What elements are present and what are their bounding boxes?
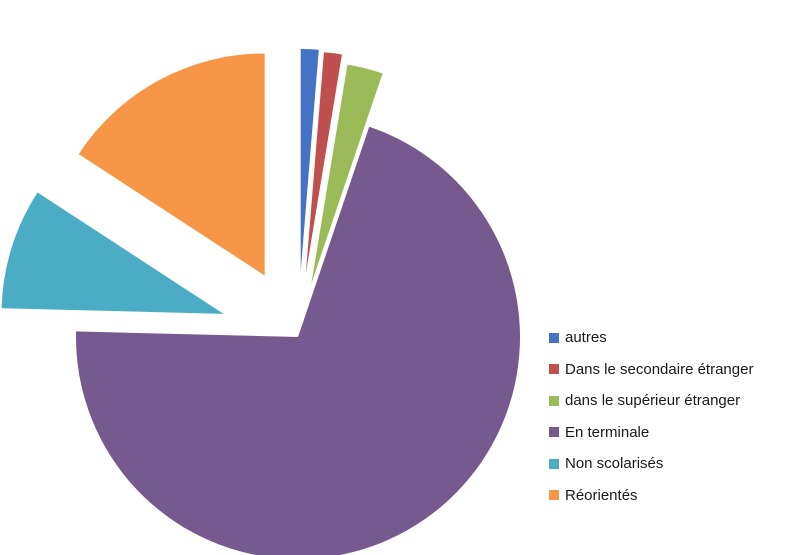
legend-swatch-en-terminale (549, 427, 559, 437)
legend-label-non-scolarises: Non scolarisés (565, 455, 664, 472)
legend-item-autres: autres (549, 327, 753, 348)
pie-slice-superieur-etranger (311, 64, 383, 284)
legend-label-autres: autres (565, 329, 607, 346)
legend-label-superieur-etranger: dans le supérieur étranger (565, 392, 741, 409)
legend-swatch-autres (549, 332, 559, 343)
pie-slice-reorientes (78, 53, 265, 276)
legend-swatch-secondaire-etranger (549, 364, 559, 374)
legend-item-non-scolarises: Non scolarisés (549, 453, 753, 474)
pie-slice-non-scolarises (1, 192, 224, 314)
pie-slice-autres (300, 49, 319, 272)
legend-swatch-non-scolarises (549, 458, 559, 469)
legend-label-en-terminale: En terminale (565, 423, 650, 441)
pie-slice-secondaire-etranger (305, 52, 342, 274)
legend-item-superieur-etranger: dans le supérieur étranger (549, 390, 753, 411)
legend-label-secondaire-etranger: Dans le secondaire étranger (565, 360, 754, 378)
legend-swatch-reorientes (549, 490, 559, 500)
legend-label-reorientes: Réorientés (565, 486, 638, 504)
chart-legend: autres Dans le secondaire étranger dans le… (549, 327, 753, 516)
pie-slice-en-terminale (76, 126, 520, 555)
legend-item-en-terminale: En terminale (549, 422, 753, 443)
legend-item-reorientes: Réorientés (549, 485, 753, 506)
legend-swatch-superieur-etranger (549, 395, 559, 406)
legend-item-secondaire-etranger: Dans le secondaire étranger (549, 359, 753, 380)
